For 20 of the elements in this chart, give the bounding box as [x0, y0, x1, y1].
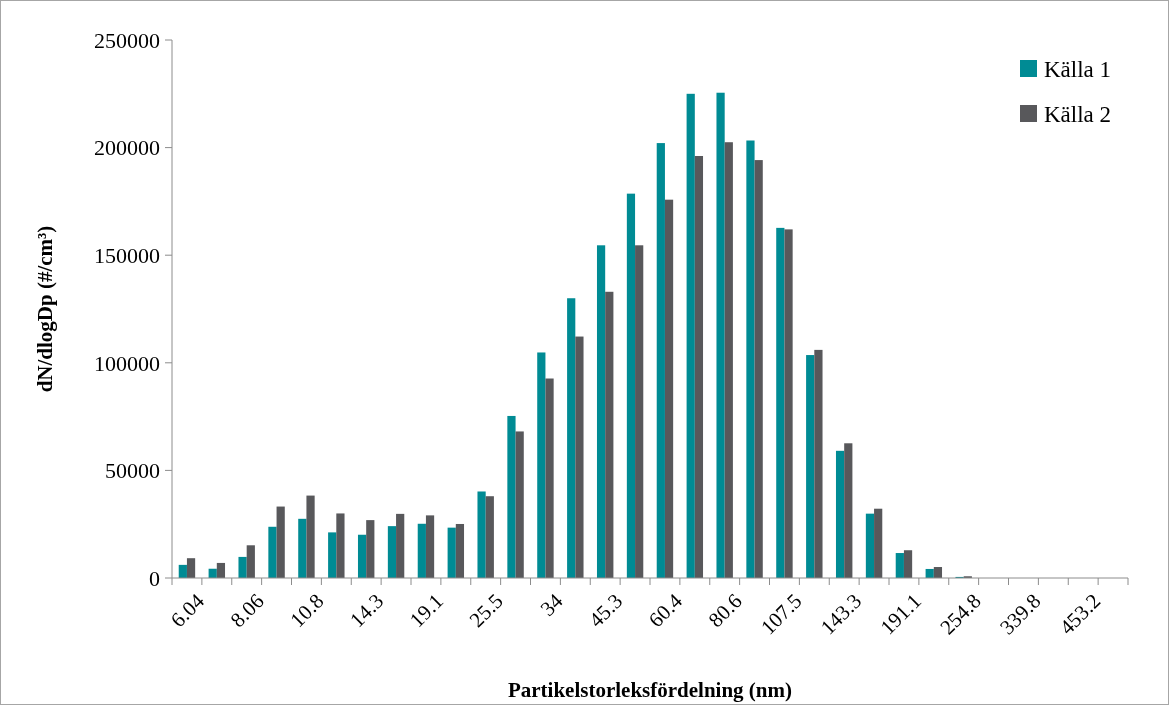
legend-label: Källa 2 [1044, 102, 1112, 128]
y-tick-label: 0 [149, 565, 160, 591]
x-tick-label: 19.1 [404, 588, 448, 632]
x-tick-label: 45.3 [584, 588, 628, 632]
x-tick-label: 80.6 [703, 588, 747, 632]
x-tick-label: 8.06 [225, 588, 269, 632]
x-axis-title: Partikelstorleksfördelning (nm) [507, 678, 793, 702]
y-tick-label: 250000 [94, 27, 160, 53]
x-tick-label: 25.5 [464, 588, 508, 632]
legend-label: Källa 1 [1044, 57, 1112, 83]
y-axis-title: dN/dlogDp (#/cm³) [33, 225, 57, 393]
x-tick-label: 34 [535, 588, 568, 621]
x-tick-label: 6.04 [165, 588, 210, 632]
y-tick-label: 100000 [94, 350, 160, 376]
x-tick-label: 60.4 [643, 588, 688, 632]
x-tick-label: 14.3 [345, 588, 389, 632]
y-tick-label: 200000 [94, 135, 160, 161]
y-tick-label: 50000 [105, 458, 160, 484]
y-tick-label: 150000 [94, 242, 160, 268]
x-tick-label: 10.8 [285, 588, 329, 632]
